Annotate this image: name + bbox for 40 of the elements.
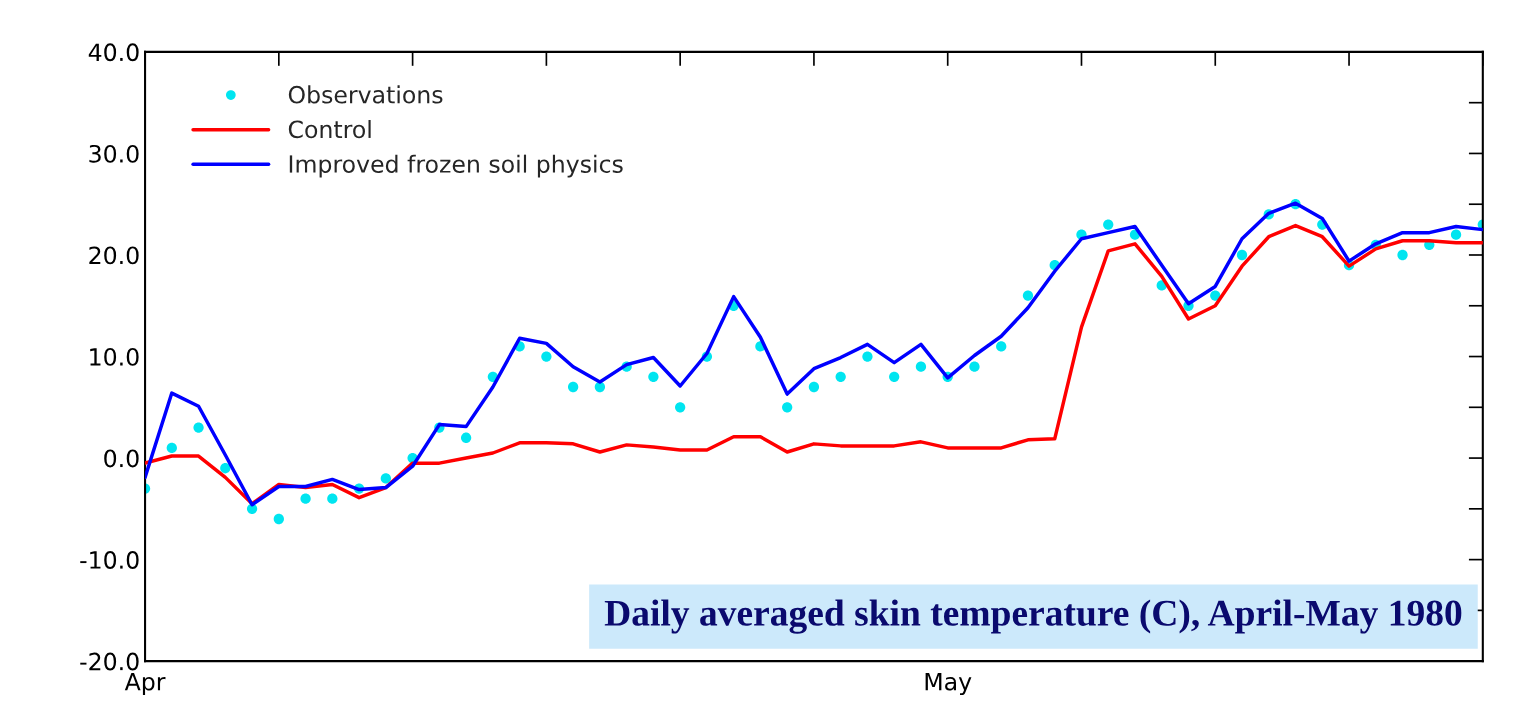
point bbox=[594, 381, 606, 393]
y-tick-label: 0.0 bbox=[104, 449, 139, 468]
y-tick-label: 30.0 bbox=[89, 144, 139, 163]
point bbox=[808, 381, 820, 393]
point bbox=[1103, 219, 1114, 230]
point bbox=[862, 351, 873, 362]
text: Daily averaged skin temperature (C), April-May 1980 bbox=[604, 599, 1462, 634]
point bbox=[648, 371, 659, 382]
legend-label: Observations bbox=[288, 85, 443, 104]
point bbox=[220, 463, 231, 474]
point bbox=[675, 402, 686, 413]
x-tick-label: May bbox=[925, 672, 972, 696]
point bbox=[1022, 290, 1034, 301]
point bbox=[996, 341, 1007, 352]
point bbox=[166, 442, 177, 454]
legend-label: Control bbox=[288, 120, 371, 139]
point bbox=[273, 513, 284, 525]
point bbox=[969, 361, 980, 372]
x-tick-label: Apr bbox=[124, 672, 166, 696]
y-tick-label: -10.0 bbox=[80, 551, 139, 569]
point bbox=[541, 351, 552, 362]
point bbox=[460, 432, 472, 443]
y-tick-label: 20.0 bbox=[89, 246, 139, 265]
point bbox=[1236, 249, 1248, 261]
point bbox=[1450, 229, 1462, 240]
point bbox=[300, 493, 311, 504]
point bbox=[782, 402, 793, 413]
y-tick-label: 10.0 bbox=[90, 347, 139, 366]
legend-label: Improved frozen soil physics bbox=[289, 154, 623, 178]
point bbox=[1397, 249, 1408, 261]
point bbox=[327, 493, 338, 504]
point bbox=[193, 422, 204, 433]
point bbox=[889, 371, 900, 382]
y-tick-label: -20.0 bbox=[80, 652, 139, 671]
point bbox=[1210, 290, 1221, 301]
point bbox=[567, 381, 579, 393]
point bbox=[835, 371, 846, 382]
y-tick-label: 40.0 bbox=[88, 43, 139, 62]
point bbox=[380, 473, 391, 484]
point bbox=[915, 361, 927, 372]
